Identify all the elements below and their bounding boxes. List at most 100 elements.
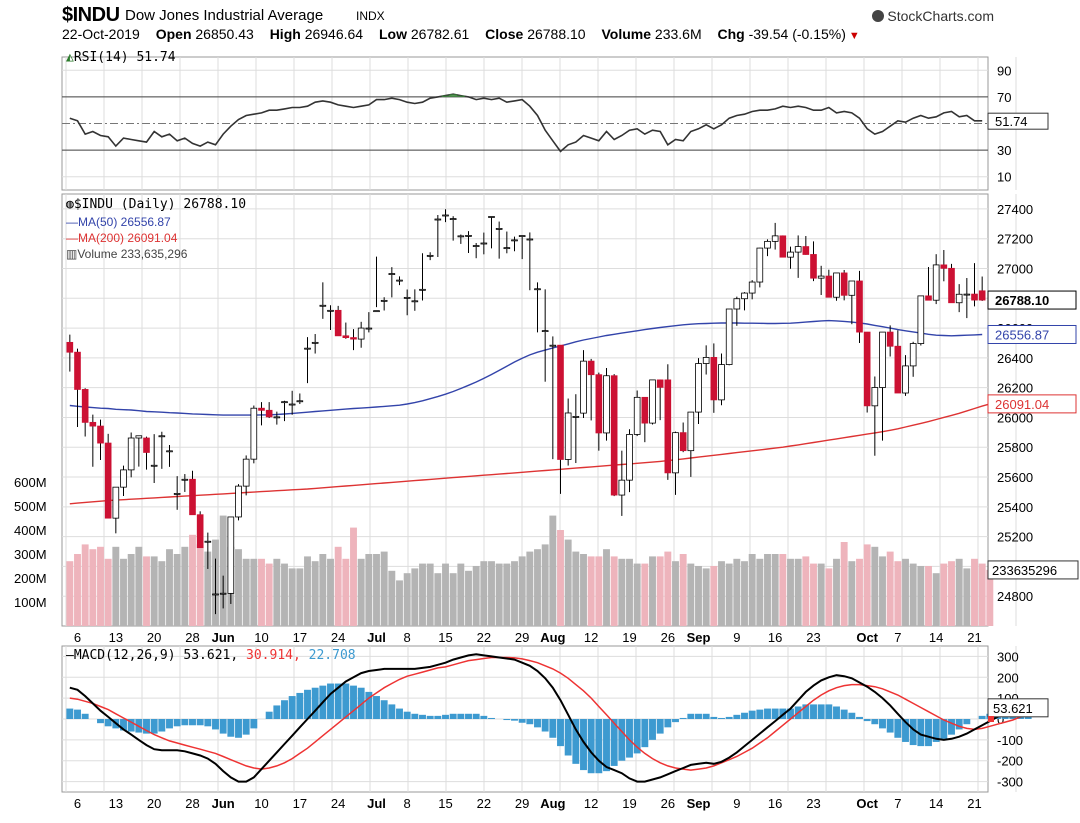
volume-bar (112, 546, 120, 626)
macd-histogram-bar (978, 715, 986, 719)
volume-bar (840, 542, 848, 626)
volume-bar (871, 546, 879, 626)
volume-bar (641, 563, 649, 626)
volume-bar (902, 558, 909, 626)
brand[interactable]: StockCharts.com (872, 8, 994, 24)
macd-tick-label: 300 (997, 649, 1019, 664)
volume-bar (319, 554, 327, 626)
candle-body (74, 351, 81, 390)
macd-histogram-bar (411, 713, 419, 719)
price-x-tick-label: 6 (74, 630, 81, 645)
candle-body (856, 280, 863, 333)
rsi-last-value: 51.74 (995, 114, 1028, 129)
macd-histogram-bar (212, 719, 219, 730)
candle-body (534, 288, 541, 291)
volume-tick-label: 500M (14, 499, 47, 514)
volume-bar (258, 558, 265, 626)
candle-body (181, 478, 189, 481)
volume-tick-label: 400M (14, 523, 47, 538)
price-x-tick-label: 12 (584, 630, 598, 645)
volume-bar (66, 561, 74, 626)
price-tick-label: 27000 (997, 261, 1033, 276)
volume-bar (526, 551, 534, 626)
macd-histogram-bar (572, 719, 580, 764)
candle-body (258, 407, 265, 411)
volume-bar (334, 546, 342, 626)
macd-histogram-bar (143, 719, 150, 734)
macd-histogram-bar (334, 683, 342, 719)
price-tick-label: 26000 (997, 410, 1033, 425)
price-x-tick-label: 28 (185, 630, 199, 645)
volume-bar (580, 554, 587, 626)
macd-histogram-bar (649, 719, 656, 740)
volume-bar (503, 563, 511, 626)
price-tick-label: 26200 (997, 381, 1033, 396)
macd-histogram-bar (472, 713, 480, 719)
volume-bar (733, 558, 741, 626)
candle-body (649, 379, 656, 424)
candle-body (265, 409, 273, 418)
candle-body (580, 360, 587, 414)
candle-body (403, 296, 411, 299)
macd-histogram-bar (74, 709, 81, 719)
candle-body (442, 214, 449, 217)
candle-body (426, 254, 434, 257)
volume-bar (978, 563, 986, 626)
candle-body (311, 341, 319, 344)
rsi-tick-label: 90 (997, 63, 1011, 78)
rsi-overbought-fill (441, 95, 450, 97)
volume-bar (472, 566, 480, 626)
rsi-line (69, 93, 983, 153)
candle-body (273, 416, 281, 419)
volume-bar (127, 554, 135, 626)
candle-body (66, 341, 74, 353)
macd-histogram-bar (81, 713, 89, 719)
macd-histogram-bar (311, 687, 319, 719)
price-x-tick-label: 20 (147, 630, 161, 645)
macd-histogram-bar (196, 719, 204, 726)
volume-bar (917, 566, 925, 626)
candle-body (695, 363, 702, 413)
volume-bar (603, 549, 610, 626)
candle-body (173, 493, 181, 495)
candle-body (741, 292, 748, 300)
candle-body (365, 327, 373, 330)
volume-bar (710, 566, 718, 626)
ma50-legend: —MA(50) 26556.87 (66, 215, 171, 229)
volume-bar (802, 556, 810, 626)
macd-histogram-bar (725, 716, 733, 719)
macd-histogram-bar (840, 709, 848, 719)
price-tick-label: 25600 (997, 470, 1033, 485)
price-tick-label: 25800 (997, 440, 1033, 455)
volume-legend: ▥Volume 233,635,296 (66, 247, 188, 261)
volume-bar (564, 539, 572, 626)
volume-bar (702, 568, 710, 626)
volume-bar (955, 558, 963, 626)
candle-body (879, 331, 886, 388)
price-tick-label: 25400 (997, 500, 1033, 515)
high-label: High (269, 26, 301, 42)
macd-histogram-bar (373, 696, 380, 719)
macd-histogram-bar (66, 708, 74, 719)
volume-bar (518, 556, 526, 626)
macd-histogram-bar (549, 719, 557, 738)
candle-body (810, 254, 817, 279)
volume-bar (189, 534, 196, 626)
macd-x-tick-label: 29 (515, 796, 529, 811)
macd-x-tick-label: 19 (622, 796, 636, 811)
candle-body (503, 247, 511, 250)
volume-bar (196, 544, 204, 626)
macd-histogram-bar (204, 719, 212, 727)
macd-histogram-bar (955, 719, 963, 730)
macd-histogram-bar (426, 715, 434, 719)
rsi-tick-label: 10 (997, 170, 1011, 185)
candle-body (633, 396, 641, 435)
macd-histogram-bar (265, 711, 273, 719)
macd-last-box (987, 698, 1049, 718)
candle-body (894, 345, 902, 394)
volume-bar (825, 568, 833, 626)
candle-body (787, 251, 794, 258)
symbol[interactable]: $INDU (62, 4, 120, 26)
candle-body (672, 432, 679, 474)
